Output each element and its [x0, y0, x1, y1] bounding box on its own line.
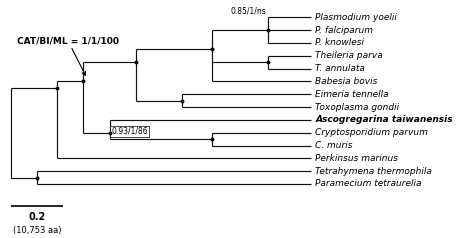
Text: Cryptosporidium parvum: Cryptosporidium parvum [315, 128, 428, 137]
Text: Tetrahymena thermophila: Tetrahymena thermophila [315, 167, 432, 176]
Text: Plasmodium yoelii: Plasmodium yoelii [315, 13, 397, 22]
Text: T. annulata: T. annulata [315, 64, 365, 73]
Text: Theileria parva: Theileria parva [315, 51, 383, 60]
Text: CAT/BI/ML = 1/1/100: CAT/BI/ML = 1/1/100 [17, 37, 119, 75]
Text: P. falciparum: P. falciparum [315, 26, 373, 35]
Text: 0.2: 0.2 [28, 212, 46, 222]
Text: Toxoplasma gondii: Toxoplasma gondii [315, 103, 399, 112]
Text: P. knowlesi: P. knowlesi [315, 39, 364, 48]
Text: Ascogregarina taiwanensis: Ascogregarina taiwanensis [315, 115, 453, 124]
Text: Babesia bovis: Babesia bovis [315, 77, 378, 86]
Text: 0.93/1/86: 0.93/1/86 [111, 127, 148, 136]
Text: Eimeria tennella: Eimeria tennella [315, 90, 389, 99]
Text: 0.85/1/ns: 0.85/1/ns [231, 6, 267, 15]
Text: C. muris: C. muris [315, 141, 353, 150]
Text: Perkinsus marinus: Perkinsus marinus [315, 154, 398, 163]
Text: (10,753 aa): (10,753 aa) [13, 226, 61, 235]
Text: Paramecium tetraurelia: Paramecium tetraurelia [315, 179, 422, 188]
